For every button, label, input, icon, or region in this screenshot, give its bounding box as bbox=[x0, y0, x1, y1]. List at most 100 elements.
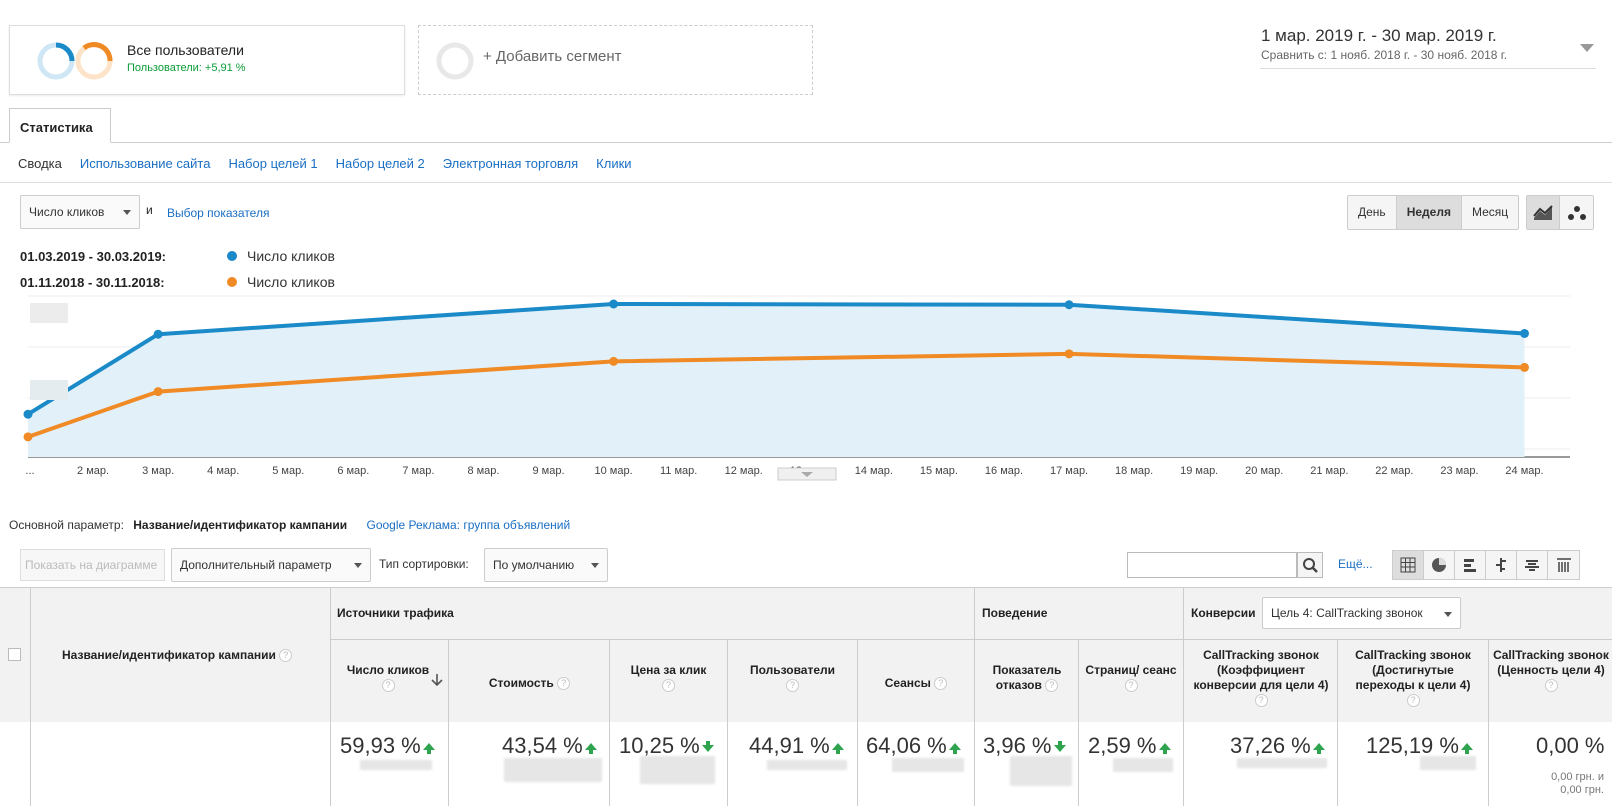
arrow-up-icon bbox=[1158, 743, 1171, 754]
help-icon[interactable]: ? bbox=[381, 679, 395, 693]
col-divider bbox=[1078, 722, 1079, 806]
search-icon bbox=[1303, 558, 1318, 573]
total-goal-value-value: 0,00 % bbox=[1536, 733, 1605, 758]
help-icon[interactable]: ? bbox=[786, 679, 799, 693]
subnav-ecommerce[interactable]: Электронная торговля bbox=[442, 156, 579, 171]
view-pie-button[interactable] bbox=[1424, 551, 1455, 579]
add-segment-label: + Добавить сегмент bbox=[483, 48, 622, 65]
table-view-toggle bbox=[1392, 550, 1580, 580]
view-compare-button[interactable] bbox=[1486, 551, 1517, 579]
x-tick-label: 17 мар. bbox=[1050, 465, 1088, 477]
col-header-conv-rate[interactable]: CallTracking звонок (Коэффициент конверс… bbox=[1191, 648, 1331, 708]
col-header-completions[interactable]: CallTracking звонок (Достигнутые переход… bbox=[1343, 648, 1483, 708]
col-users-label: Пользователи bbox=[749, 663, 836, 677]
col-header-users[interactable]: Пользователи? bbox=[730, 663, 855, 693]
total-cost-value: 43,54 % bbox=[502, 733, 583, 758]
metric-select[interactable]: Число кликов bbox=[20, 195, 140, 229]
period-week-button[interactable]: Неделя bbox=[1396, 196, 1462, 229]
period-day-button[interactable]: День bbox=[1348, 196, 1397, 229]
dimension-header[interactable]: Название/идентификатор кампании ? bbox=[50, 648, 310, 663]
col-header-cpc[interactable]: Цена за клик? bbox=[612, 663, 725, 693]
x-tick-label: 3 мар. bbox=[142, 465, 174, 477]
line-chart-button[interactable] bbox=[1527, 196, 1560, 229]
col-header-clicks[interactable]: Число кликов? bbox=[333, 663, 443, 693]
help-icon[interactable]: ? bbox=[279, 649, 293, 663]
search-button[interactable] bbox=[1297, 552, 1323, 578]
group-traffic-sources: Источники трафика bbox=[337, 606, 454, 620]
total-conv-rate-value: 37,26 % bbox=[1230, 733, 1311, 758]
col-header-goal-value[interactable]: CallTracking звонок (Ценность цели 4) ? bbox=[1492, 648, 1610, 693]
chevron-down-icon[interactable] bbox=[1580, 44, 1594, 52]
select-metric-link[interactable]: Выбор показателя bbox=[167, 206, 270, 220]
more-link[interactable]: Ещё... bbox=[1338, 557, 1373, 571]
period-month-button[interactable]: Месяц bbox=[1461, 196, 1519, 229]
view-bar-button[interactable] bbox=[1455, 551, 1486, 579]
help-icon[interactable]: ? bbox=[1045, 679, 1059, 693]
help-icon[interactable]: ? bbox=[1544, 679, 1558, 693]
col-header-cost[interactable]: Стоимость ? bbox=[452, 676, 607, 691]
help-icon[interactable]: ? bbox=[1254, 694, 1268, 708]
secondary-dimension-select[interactable]: Дополнительный параметр bbox=[171, 548, 371, 582]
help-icon[interactable]: ? bbox=[1124, 679, 1138, 693]
redacted-value bbox=[360, 760, 432, 770]
redacted-value bbox=[640, 756, 715, 784]
col-divider bbox=[609, 722, 610, 806]
x-tick-label: 8 мар. bbox=[467, 465, 499, 477]
col-header-bounce-rate[interactable]: Показатель отказов ? bbox=[978, 663, 1076, 693]
col-completions-label: CallTracking звонок (Достигнутые переход… bbox=[1355, 648, 1471, 692]
view-pivot-button[interactable] bbox=[1548, 551, 1579, 579]
redacted-value bbox=[1237, 758, 1327, 768]
primary-dimension-value[interactable]: Название/идентификатор кампании bbox=[133, 518, 348, 532]
tab-statistics[interactable]: Статистика bbox=[9, 108, 111, 143]
add-segment-button[interactable]: + Добавить сегмент bbox=[418, 25, 813, 95]
total-completions: 125,19 % bbox=[1366, 733, 1473, 759]
help-icon[interactable]: ? bbox=[934, 677, 948, 691]
segment-all-users[interactable]: Все пользователи Пользователи: +5,91 % bbox=[9, 25, 405, 95]
sort-type-select[interactable]: По умолчанию bbox=[484, 548, 608, 582]
goal-select[interactable]: Цель 4: CallTracking звонок bbox=[1262, 597, 1461, 629]
total-cpc: 10,25 % bbox=[619, 733, 714, 759]
redacted-value bbox=[1420, 756, 1476, 770]
line-chart-icon bbox=[1533, 204, 1553, 220]
subnav-clicks[interactable]: Клики bbox=[596, 156, 632, 171]
compare-icon bbox=[1496, 558, 1506, 572]
subnav-summary[interactable]: Сводка bbox=[18, 156, 62, 171]
grid-icon bbox=[1400, 557, 1416, 573]
date-range-underline bbox=[1260, 68, 1596, 69]
subnav-goal-set-1[interactable]: Набор целей 1 bbox=[228, 156, 318, 171]
show-on-chart-button[interactable]: Показать на диаграмме bbox=[20, 549, 165, 581]
help-icon[interactable]: ? bbox=[557, 677, 571, 691]
x-tick-label: ... bbox=[25, 465, 34, 477]
sort-type-label: Тип сортировки: bbox=[379, 557, 469, 571]
explorer-subnav: Сводка Использование сайта Набор целей 1… bbox=[18, 156, 632, 171]
table-search-input[interactable] bbox=[1127, 552, 1297, 578]
redacted-value bbox=[892, 758, 964, 772]
data-point bbox=[23, 432, 33, 442]
alt-dimension-link[interactable]: Google Реклама: группа объявлений bbox=[366, 518, 571, 532]
help-icon[interactable]: ? bbox=[1406, 694, 1420, 708]
col-header-pages-session[interactable]: Страниц/ сеанс ? bbox=[1083, 663, 1179, 693]
total-completions-value: 125,19 % bbox=[1366, 733, 1459, 758]
help-icon[interactable]: ? bbox=[662, 679, 675, 693]
total-clicks-value: 59,93 % bbox=[340, 733, 421, 758]
series-area bbox=[28, 304, 1525, 457]
total-clicks: 59,93 % bbox=[340, 733, 435, 759]
total-sessions-value: 64,06 % bbox=[866, 733, 947, 758]
x-tick-label: 23 мар. bbox=[1440, 465, 1478, 477]
and-label: и bbox=[146, 203, 153, 217]
col-header-sessions[interactable]: Сеансы ? bbox=[860, 676, 972, 691]
goal-value-note: 0,00 грн. и 0,00 грн. bbox=[1500, 771, 1604, 797]
view-table-button[interactable] bbox=[1393, 551, 1424, 579]
data-point bbox=[609, 299, 619, 309]
legend-dot-compare bbox=[227, 277, 237, 287]
subnav-goal-set-2[interactable]: Набор целей 2 bbox=[335, 156, 425, 171]
view-term-cloud-button[interactable] bbox=[1517, 551, 1548, 579]
subnav-site-usage[interactable]: Использование сайта bbox=[79, 156, 211, 171]
col-divider bbox=[448, 722, 449, 806]
motion-chart-button[interactable] bbox=[1560, 196, 1593, 229]
total-conv-rate: 37,26 % bbox=[1230, 733, 1325, 759]
select-all-checkbox[interactable] bbox=[8, 648, 21, 661]
data-point bbox=[609, 356, 619, 366]
total-bounce-value: 3,96 % bbox=[983, 733, 1052, 758]
total-pages-session: 2,59 % bbox=[1088, 733, 1171, 759]
